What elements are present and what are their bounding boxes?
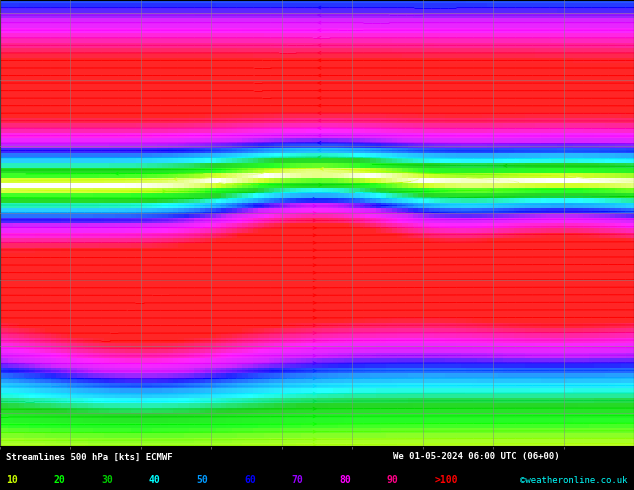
FancyArrowPatch shape bbox=[313, 286, 316, 289]
Text: 40: 40 bbox=[149, 475, 161, 485]
FancyArrowPatch shape bbox=[320, 168, 323, 170]
FancyArrowPatch shape bbox=[318, 21, 321, 24]
FancyArrowPatch shape bbox=[313, 249, 316, 251]
FancyArrowPatch shape bbox=[313, 271, 316, 274]
FancyArrowPatch shape bbox=[318, 97, 321, 99]
FancyArrowPatch shape bbox=[313, 197, 316, 200]
FancyArrowPatch shape bbox=[491, 189, 493, 192]
FancyArrowPatch shape bbox=[313, 385, 316, 388]
FancyArrowPatch shape bbox=[319, 183, 322, 186]
FancyArrowPatch shape bbox=[313, 362, 316, 365]
FancyArrowPatch shape bbox=[496, 178, 500, 181]
FancyArrowPatch shape bbox=[313, 392, 316, 395]
FancyArrowPatch shape bbox=[313, 317, 316, 319]
FancyArrowPatch shape bbox=[313, 347, 316, 349]
FancyArrowPatch shape bbox=[313, 443, 316, 446]
Text: 90: 90 bbox=[387, 475, 399, 485]
FancyArrowPatch shape bbox=[318, 29, 321, 31]
FancyArrowPatch shape bbox=[313, 438, 316, 441]
FancyArrowPatch shape bbox=[313, 204, 316, 207]
FancyArrowPatch shape bbox=[318, 119, 321, 122]
Text: 70: 70 bbox=[292, 475, 304, 485]
FancyArrowPatch shape bbox=[313, 430, 316, 433]
FancyArrowPatch shape bbox=[318, 112, 321, 115]
FancyArrowPatch shape bbox=[313, 279, 316, 282]
FancyArrowPatch shape bbox=[313, 407, 316, 410]
FancyArrowPatch shape bbox=[313, 324, 316, 327]
FancyArrowPatch shape bbox=[313, 256, 316, 259]
FancyArrowPatch shape bbox=[318, 51, 321, 54]
FancyArrowPatch shape bbox=[318, 104, 321, 107]
FancyArrowPatch shape bbox=[313, 415, 316, 418]
Text: Streamlines 500 hPa [kts] ECMWF: Streamlines 500 hPa [kts] ECMWF bbox=[6, 452, 173, 462]
Text: 80: 80 bbox=[339, 475, 351, 485]
FancyArrowPatch shape bbox=[318, 134, 321, 137]
FancyArrowPatch shape bbox=[318, 14, 321, 17]
FancyArrowPatch shape bbox=[313, 242, 316, 244]
Text: >100: >100 bbox=[434, 475, 458, 485]
FancyArrowPatch shape bbox=[504, 165, 507, 167]
FancyArrowPatch shape bbox=[313, 332, 316, 334]
FancyArrowPatch shape bbox=[313, 226, 316, 229]
FancyArrowPatch shape bbox=[313, 264, 316, 267]
FancyArrowPatch shape bbox=[318, 6, 321, 9]
Text: We 01-05-2024 06:00 UTC (06+00): We 01-05-2024 06:00 UTC (06+00) bbox=[393, 452, 560, 462]
FancyArrowPatch shape bbox=[318, 74, 321, 77]
FancyArrowPatch shape bbox=[318, 149, 321, 151]
FancyArrowPatch shape bbox=[318, 156, 321, 159]
FancyArrowPatch shape bbox=[313, 369, 316, 372]
Text: 10: 10 bbox=[6, 475, 18, 485]
FancyArrowPatch shape bbox=[313, 422, 316, 425]
Text: ©weatheronline.co.uk: ©weatheronline.co.uk bbox=[520, 476, 628, 485]
FancyArrowPatch shape bbox=[313, 301, 316, 304]
FancyArrowPatch shape bbox=[318, 142, 321, 144]
FancyArrowPatch shape bbox=[115, 172, 119, 175]
FancyArrowPatch shape bbox=[313, 339, 316, 342]
FancyArrowPatch shape bbox=[313, 354, 316, 357]
FancyArrowPatch shape bbox=[318, 36, 321, 39]
FancyArrowPatch shape bbox=[318, 127, 321, 129]
FancyArrowPatch shape bbox=[318, 67, 321, 70]
FancyArrowPatch shape bbox=[313, 309, 316, 312]
FancyArrowPatch shape bbox=[163, 190, 165, 193]
FancyArrowPatch shape bbox=[313, 234, 316, 237]
FancyArrowPatch shape bbox=[313, 219, 316, 222]
FancyArrowPatch shape bbox=[318, 44, 321, 47]
Text: 20: 20 bbox=[54, 475, 66, 485]
FancyArrowPatch shape bbox=[313, 212, 316, 215]
FancyArrowPatch shape bbox=[174, 178, 177, 181]
Text: 50: 50 bbox=[197, 475, 209, 485]
FancyArrowPatch shape bbox=[313, 400, 316, 403]
Text: 60: 60 bbox=[244, 475, 256, 485]
FancyArrowPatch shape bbox=[318, 59, 321, 62]
FancyArrowPatch shape bbox=[313, 294, 316, 296]
FancyArrowPatch shape bbox=[318, 89, 321, 92]
Text: 30: 30 bbox=[101, 475, 113, 485]
FancyArrowPatch shape bbox=[313, 377, 316, 380]
FancyArrowPatch shape bbox=[318, 82, 321, 84]
